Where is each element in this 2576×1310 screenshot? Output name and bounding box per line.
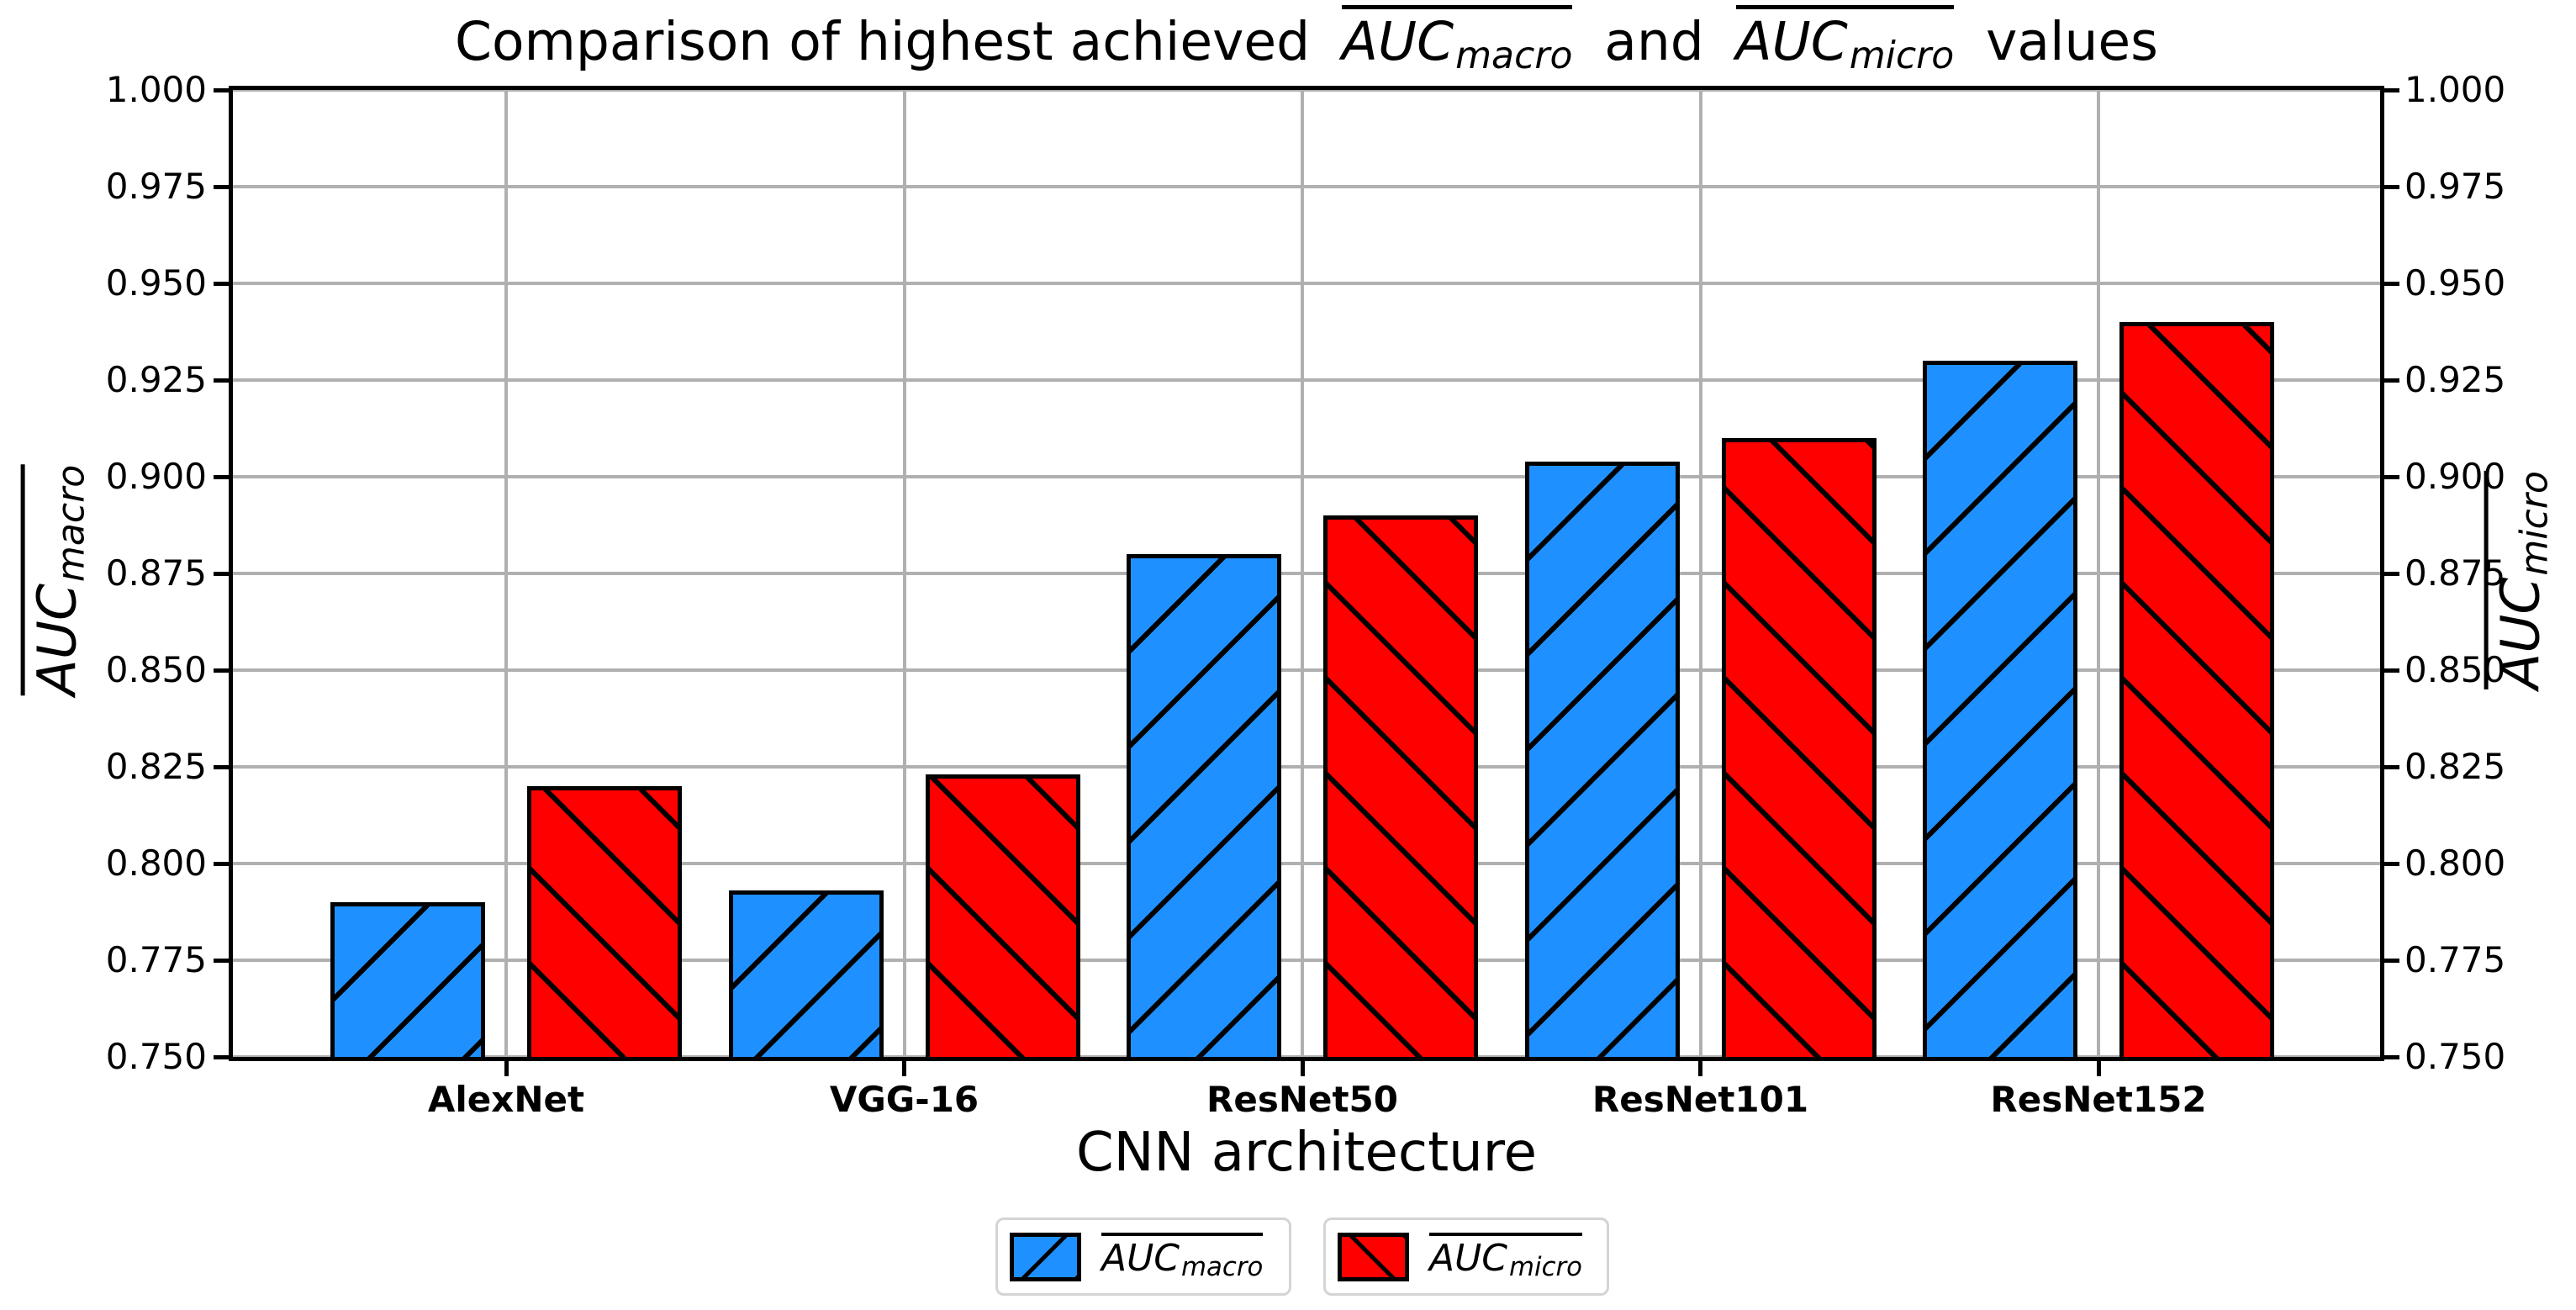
y-tick-label-right: 0.925 — [2404, 359, 2506, 400]
y-tick-label-right: 0.750 — [2404, 1036, 2506, 1077]
legend-label-micro: AUCmicro — [1429, 1232, 1583, 1281]
h-gridline — [233, 959, 2380, 962]
x-tick-label: AlexNet — [427, 1079, 585, 1120]
y-tick-label-left: 1.000 — [105, 69, 207, 110]
y-tick-right — [2384, 474, 2399, 479]
y-tick-label-left: 0.925 — [105, 359, 207, 400]
y-tick-left — [214, 861, 229, 866]
legend-label-macro: AUCmacro — [1101, 1232, 1264, 1281]
x-tick — [1698, 1061, 1702, 1076]
y-tick-label-left: 0.900 — [105, 456, 207, 497]
bar-AUC_macro-VGG-16 — [728, 890, 884, 1061]
y-tick-left — [214, 281, 229, 286]
v-gridline — [1698, 90, 1702, 1057]
x-tick-label: ResNet152 — [1990, 1079, 2207, 1120]
legend-swatch-macro — [1010, 1232, 1081, 1281]
v-gridline — [902, 90, 906, 1057]
y-tick-right — [2384, 1054, 2399, 1059]
y-tick-left — [214, 87, 229, 92]
y-tick-label-left: 0.950 — [105, 262, 207, 304]
title-connector: and — [1604, 11, 1704, 72]
x-tick-label: ResNet50 — [1206, 1079, 1398, 1120]
y-tick-right — [2384, 861, 2399, 866]
y-tick-label-right: 0.775 — [2404, 939, 2506, 980]
x-tick-label: ResNet101 — [1592, 1079, 1809, 1120]
y-tick-left — [214, 958, 229, 963]
h-gridline — [233, 282, 2380, 285]
y-tick-right — [2384, 571, 2399, 576]
y-tick-label-right: 0.900 — [2404, 456, 2506, 497]
v-gridline — [1301, 90, 1304, 1057]
y-tick-right — [2384, 87, 2399, 92]
y-tick-label-right: 0.850 — [2404, 649, 2506, 690]
bar-AUC_macro-ResNet152 — [1923, 361, 2077, 1061]
y-tick-label-right: 0.950 — [2404, 262, 2506, 304]
y-tick-label-left: 0.825 — [105, 746, 207, 787]
y-tick-label-right: 0.825 — [2404, 746, 2506, 787]
y-tick-label-left: 0.875 — [105, 552, 207, 594]
y-tick-left — [214, 668, 229, 673]
y-tick-right — [2384, 958, 2399, 963]
bar-AUC_micro-ResNet101 — [1721, 438, 1877, 1061]
bar-AUC_micro-AlexNet — [527, 786, 682, 1061]
y-tick-left — [214, 571, 229, 576]
v-gridline — [2097, 90, 2100, 1057]
h-gridline — [233, 475, 2380, 478]
y-tick-right — [2384, 281, 2399, 286]
y-tick-right — [2384, 668, 2399, 673]
y-tick-left — [214, 1054, 229, 1059]
y-tick-label-right: 1.000 — [2404, 69, 2506, 110]
y-tick-left — [214, 764, 229, 769]
y-tick-right — [2384, 184, 2399, 189]
h-gridline — [233, 668, 2380, 672]
legend-swatch-micro — [1338, 1232, 1409, 1281]
y-tick-left — [214, 184, 229, 189]
x-tick — [2096, 1061, 2101, 1076]
title-prefix: Comparison of highest achieved — [455, 11, 1311, 72]
y-tick-right — [2384, 378, 2399, 383]
x-tick — [504, 1061, 509, 1076]
h-gridline — [233, 765, 2380, 769]
x-tick-label: VGG-16 — [829, 1079, 979, 1120]
bar-AUC_micro-ResNet152 — [2119, 322, 2274, 1061]
title-math-auc-macro: AUCmacro — [1341, 5, 1573, 75]
v-gridline — [504, 90, 508, 1057]
y-tick-label-left: 0.775 — [105, 939, 207, 980]
y-tick-label-right: 0.875 — [2404, 552, 2506, 594]
bar-AUC_micro-ResNet50 — [1323, 515, 1478, 1061]
y-tick-left — [214, 378, 229, 383]
title-suffix: values — [1986, 11, 2158, 72]
chart-title: Comparison of highest achieved AUCmacro an… — [233, 5, 2380, 75]
y-tick-label-left: 0.800 — [105, 843, 207, 884]
legend-box-macro: AUCmacro — [995, 1218, 1291, 1296]
y-tick-label-left: 0.750 — [105, 1036, 207, 1077]
legend-box-micro: AUCmicro — [1323, 1218, 1609, 1296]
y-tick-label-left: 0.975 — [105, 166, 207, 207]
h-gridline — [233, 862, 2380, 865]
y-tick-left — [214, 474, 229, 479]
x-tick — [902, 1061, 906, 1076]
h-gridline — [233, 572, 2380, 575]
y-tick-label-left: 0.850 — [105, 649, 207, 690]
x-axis-label: CNN architecture — [1075, 1122, 1538, 1184]
bar-AUC_macro-ResNet101 — [1524, 461, 1680, 1061]
y-tick-right — [2384, 764, 2399, 769]
y-tick-label-right: 0.975 — [2404, 166, 2506, 207]
bar-AUC_macro-ResNet50 — [1127, 554, 1281, 1061]
bar-AUC_macro-AlexNet — [330, 902, 485, 1061]
h-gridline — [233, 88, 2380, 92]
x-tick — [1300, 1061, 1305, 1076]
bar-AUC_micro-VGG-16 — [925, 774, 1080, 1061]
h-gridline — [233, 378, 2380, 382]
title-math-auc-micro: AUCmicro — [1735, 5, 1955, 75]
h-gridline — [233, 185, 2380, 188]
y-tick-label-right: 0.800 — [2404, 843, 2506, 884]
